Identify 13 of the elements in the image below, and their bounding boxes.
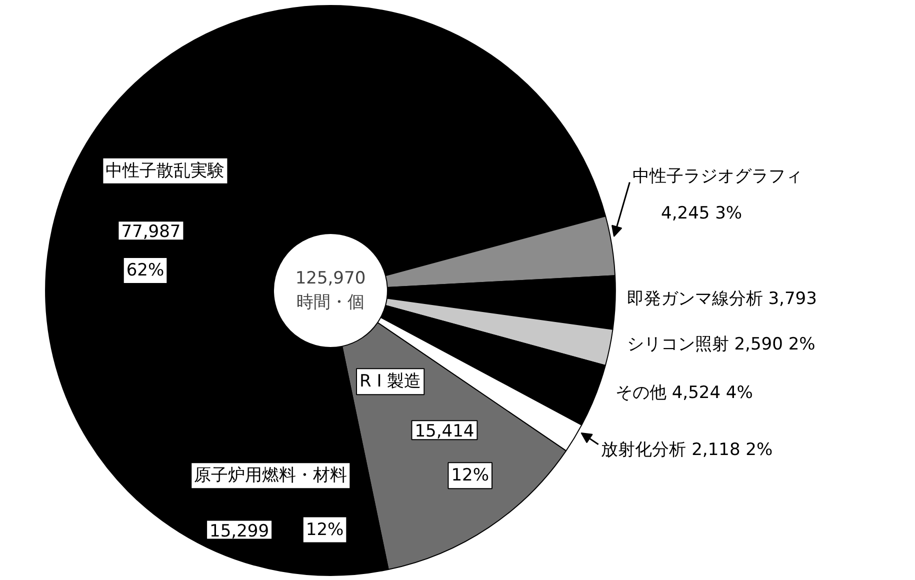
slice-label: R I 製造 [360,372,422,392]
data-label: 4,245 3% [661,204,742,224]
slice-label: シリコン照射 2,590 2% [626,334,816,355]
slice-label: 中性子散乱実験 [106,160,225,181]
text: 15,414 12% [414,422,490,486]
slice-label: 原子炉用燃料・材料 [194,466,348,486]
slice-label: その他 4,524 4% [615,383,753,404]
data-label: 77,987 62% [121,222,181,281]
legend-label: 放射化分析 2,118 2% [601,440,773,460]
slice-label: 即発ガンマ線分析 3,793 [626,289,817,310]
text: 15,299 12% [210,520,344,542]
slice-label: 中性子ラジオグラフィ [632,166,803,187]
text: 125,970 時間・個 [295,268,366,312]
